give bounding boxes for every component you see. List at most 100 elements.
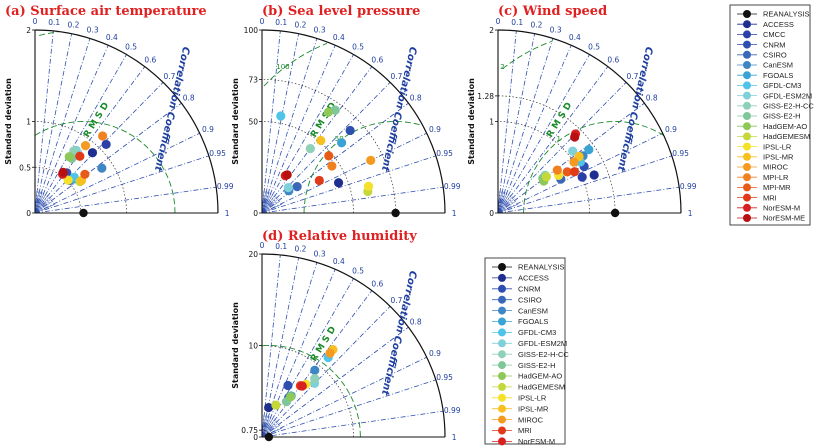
sd-arc: [497, 95, 616, 214]
corr-tick-label: 0.7: [627, 72, 639, 81]
model-point: ACCESS: [589, 170, 599, 180]
panel-title: (c) Wind speed: [498, 4, 607, 19]
corr-tick-label: 0.3: [550, 26, 562, 35]
model-point: MIROC: [366, 155, 376, 165]
legend-entry: GISS-E2-H-CC: [518, 350, 569, 359]
corr-tick-label: 0.99: [217, 182, 234, 191]
rmsd-arc: [262, 345, 361, 438]
model-point: HadGEM-AO: [286, 392, 296, 402]
model-point: NorESM-ME: [570, 132, 580, 142]
corr-tick-label: 0.4: [106, 33, 118, 42]
sd-tick-label: 50: [248, 118, 258, 127]
corr-ray-minor: [34, 192, 43, 214]
corr-ray-minor: [261, 415, 266, 438]
corr-tick-label: 0.4: [569, 33, 581, 42]
model-point: MPI-LR: [552, 165, 562, 175]
model-point: HadGEMESM: [271, 400, 281, 410]
model-point: IPSL-LR: [363, 181, 374, 191]
corr-tick-label: 0.95: [436, 373, 453, 382]
model-point: CMCC: [101, 139, 111, 150]
sd-tick-label: 0: [489, 209, 494, 218]
model-point: NorESM-ME: [58, 167, 68, 178]
model-point: MIROC: [325, 348, 335, 358]
corr-ray: [261, 356, 427, 438]
legend-entry: IPSL-LR: [518, 394, 547, 403]
legend-entry: GFDL-CM3: [763, 81, 801, 90]
model-point: HadGEMESM: [541, 172, 551, 182]
corr-tick-label: 0.4: [333, 257, 345, 266]
rmsd-arc: [39, 31, 59, 36]
legend-entry: MRI: [763, 193, 777, 202]
corr-tick-label: 0.1: [48, 18, 60, 27]
model-point: MIROC: [569, 157, 579, 167]
corr-ray-minor: [497, 193, 510, 214]
sd-tick-label: 100: [244, 26, 259, 35]
model-point: CMCC: [577, 172, 587, 182]
corr-ray-minor: [261, 424, 281, 438]
corr-tick-label: 0.5: [125, 43, 137, 52]
legend-entry: MRI: [518, 426, 532, 435]
corr-ray-minor: [34, 191, 39, 214]
corr-ray-minor: [34, 195, 49, 214]
rmsd-arc: [303, 121, 421, 213]
corr-ray-minor: [261, 417, 274, 438]
model-point: MPI-MR: [324, 151, 334, 161]
model-point: HadGEM-AO: [64, 152, 74, 162]
legend-entry: CSIRO: [518, 295, 542, 304]
legend-entry: IPSL-MR: [518, 404, 549, 413]
corr-tick-label: 1: [688, 209, 693, 218]
legend-entry: CanESM: [518, 306, 548, 315]
model-point: GFDL-ESM2M: [568, 146, 578, 156]
sd-arc: [261, 121, 354, 214]
rmsd-arc: [502, 40, 553, 70]
corr-tick-label: 1: [225, 209, 230, 218]
corr-tick-label: 1: [452, 209, 457, 218]
model-point: MRI: [314, 175, 324, 186]
legend-entry: CMCC: [763, 30, 786, 39]
rmsd-arc: [263, 42, 328, 87]
legend-entry: HadGEMESM: [763, 132, 810, 141]
model-point: NorESM-M: [297, 381, 307, 391]
sd-tick-label: 2: [26, 26, 31, 35]
corr-ray-minor: [261, 419, 276, 438]
corr-ray-minor: [261, 192, 270, 214]
corr-tick-label: 0.9: [429, 125, 441, 134]
corr-tick-label: 0.3: [314, 26, 326, 35]
corr-ray: [261, 326, 409, 438]
legend-entry: ACCESS: [518, 274, 549, 283]
legend-entry: GFDL-ESM2M: [763, 91, 812, 100]
legend-entry: GISS-E2-H-CC: [763, 102, 814, 111]
rmsd-arc: [34, 121, 176, 214]
legend-entry: REANALYSIS: [763, 10, 810, 19]
outer-arc: [497, 29, 682, 214]
sd-arc: [261, 345, 354, 438]
corr-ray-minor: [497, 192, 508, 214]
model-point: ACCESS: [264, 402, 274, 413]
legend-entry: CNRM: [518, 285, 541, 294]
corr-tick-label: 0.1: [275, 18, 287, 27]
rmsd-arc: [523, 121, 664, 214]
sd-tick-label: 73: [248, 75, 258, 84]
corr-ray: [34, 186, 217, 214]
legend-entry: HadGEM-AO: [763, 122, 807, 131]
legend-entry: CSIRO: [763, 51, 787, 60]
model-point: CNRM: [345, 125, 355, 136]
legend-entry: NorESM-M: [763, 204, 800, 213]
corr-ray: [261, 186, 444, 214]
model-point: MPI-LR: [98, 131, 108, 141]
corr-ray-minor: [261, 192, 272, 214]
corr-tick-label: 0.99: [444, 406, 461, 415]
corr-tick-label: 0.99: [680, 182, 697, 191]
corr-ray-minor: [34, 193, 47, 214]
corr-tick-label: 0.8: [646, 94, 658, 103]
model-point: ACCESS: [87, 148, 98, 158]
model-point: FGOALS: [584, 145, 594, 155]
outer-arc: [261, 253, 446, 438]
sd-arc: [497, 121, 590, 214]
corr-ray-minor: [261, 415, 268, 438]
corr-ray-minor: [261, 195, 276, 214]
reference-point: [391, 208, 400, 218]
corr-ray-minor: [261, 196, 277, 214]
corr-ray-minor: [497, 191, 502, 214]
